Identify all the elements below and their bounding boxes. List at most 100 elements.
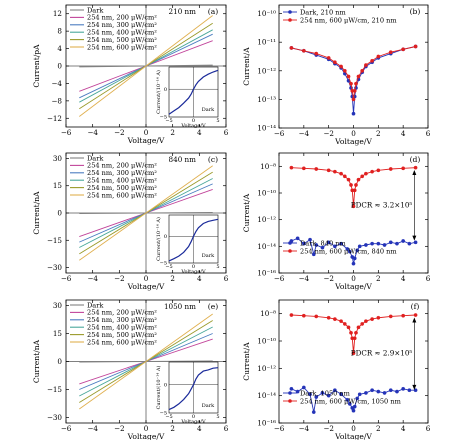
pdcr-arrow-head-up	[412, 170, 417, 175]
inset-x-tick-label: 0	[192, 264, 195, 270]
data-point	[364, 171, 368, 176]
inset-legend-label: Dark	[202, 253, 215, 259]
plot-area	[79, 165, 213, 261]
data-point	[355, 248, 360, 253]
data-point	[364, 391, 368, 395]
data-point	[354, 81, 358, 86]
x-axis-label: Voltage/V	[127, 136, 165, 145]
panel-label: (d)	[410, 155, 421, 164]
legend-entry-label: 254 nm, 400 μW/cm²	[87, 324, 157, 332]
inset-x-tick-label: 5	[216, 118, 219, 124]
y-tick-label: 10⁻¹⁰	[257, 337, 276, 346]
inset-x-axis-label: Voltage/V	[180, 419, 206, 425]
x-tick-label: 6	[426, 274, 431, 283]
data-point	[351, 97, 356, 102]
x-tick-label: 0	[351, 129, 356, 138]
data-point	[289, 46, 294, 50]
x-tick-label: 6	[426, 129, 431, 138]
data-point	[407, 241, 412, 246]
x-tick-label: 6	[224, 424, 229, 433]
legend-entry-label: 254 nm, 200 μW/cm²	[87, 14, 157, 22]
x-tick-label: 4	[197, 274, 202, 283]
chart-panel-e: −6 −4 −2 0 2 4 6 Voltage/V −30 −15 0 15 30 Current/nA…	[32, 299, 229, 441]
data-point	[388, 388, 393, 393]
series-line-1	[291, 314, 416, 354]
data-point	[342, 174, 347, 179]
legend-entry-label: 254 nm, 500 μW/cm²	[87, 184, 157, 192]
data-point	[333, 169, 337, 174]
data-point	[333, 244, 337, 249]
data-point	[314, 243, 319, 247]
x-tick-label: −2	[323, 274, 334, 283]
x-tick-label: −6	[61, 424, 72, 433]
data-point	[314, 314, 319, 319]
data-point	[401, 47, 406, 52]
data-point	[401, 239, 406, 243]
legend-entry-label: 254 nm, 600 μW/cm, 840 nm	[300, 247, 397, 255]
x-tick-label: 2	[376, 274, 381, 283]
plot-area	[289, 313, 418, 414]
data-point	[376, 168, 381, 173]
x-tick-label: −4	[87, 128, 98, 137]
data-point	[382, 391, 387, 395]
x-tick-label: 6	[224, 274, 229, 283]
x-tick-label: −6	[61, 128, 72, 137]
legend-swatch-marker	[288, 10, 292, 14]
legend-swatch-marker	[288, 18, 292, 22]
series-line-5	[79, 15, 213, 117]
plot-area	[289, 44, 418, 116]
data-point	[354, 183, 358, 187]
data-point	[357, 244, 362, 249]
data-point	[376, 389, 381, 394]
chart-panel-b: −6 −4 −2 0 2 4 6 Voltage/V 10⁻¹⁴ 10⁻¹³ 10⁻¹² 10⁻¹¹ 1…	[242, 4, 431, 146]
data-point	[356, 74, 361, 79]
inset-series-line	[168, 218, 219, 262]
x-tick-label: −4	[87, 424, 98, 433]
data-point	[342, 68, 347, 73]
legend-entry-label: 254 nm, 600 μW/cm, 210 nm	[300, 16, 397, 24]
data-point	[355, 396, 360, 401]
data-point	[349, 330, 353, 335]
data-point	[349, 183, 353, 187]
inset-y-axis-label: Current/(10⁻¹⁴ A)	[155, 366, 162, 410]
y-tick-label: 10⁻¹⁰	[257, 9, 276, 18]
series-line-5	[79, 165, 213, 261]
legend-entry-label: 254 nm, 400 μW/cm²	[87, 29, 157, 37]
legend-entry-label: Dark	[87, 301, 104, 309]
y-axis-label: Current/pA	[32, 44, 41, 88]
pdcr-arrow-head-down	[412, 235, 417, 241]
y-tick-label: 10⁻¹¹	[257, 38, 276, 47]
x-tick-label: −6	[274, 274, 285, 283]
x-tick-label: 2	[376, 424, 381, 433]
data-point	[364, 319, 368, 324]
y-tick-label: 10⁻¹²	[257, 364, 276, 373]
data-point	[356, 325, 361, 330]
wavelength-annotation: 840 nm	[169, 155, 197, 164]
x-tick-label: 0	[144, 424, 149, 433]
inset-y-tick-label: 0	[164, 87, 167, 93]
legend-entry-label: Dark	[87, 6, 104, 14]
data-point	[401, 386, 406, 391]
data-point	[352, 256, 357, 261]
legend-swatch-marker	[288, 391, 292, 395]
x-tick-label: 6	[426, 424, 431, 433]
legend-swatch-marker	[288, 249, 292, 253]
data-point	[360, 174, 365, 179]
y-tick-label: 10⁻¹²	[257, 215, 276, 224]
data-point	[388, 314, 393, 319]
data-point	[326, 56, 331, 60]
data-point	[339, 64, 343, 69]
data-point	[352, 188, 357, 193]
legend-entry-label: 254 nm, 600 μW/cm²	[87, 191, 157, 199]
data-point	[301, 313, 306, 318]
data-point	[314, 167, 319, 171]
data-point	[314, 395, 319, 399]
data-point	[311, 410, 316, 414]
data-point	[326, 168, 331, 173]
panel-label: (c)	[208, 155, 218, 164]
inset-y-tick-label: −5	[160, 115, 167, 121]
x-axis-label: Voltage/V	[334, 432, 372, 440]
panel-label: (e)	[208, 302, 218, 311]
y-axis-label: Current/nA	[32, 191, 41, 235]
legend-entry-label: 254 nm, 500 μW/cm²	[87, 331, 157, 339]
